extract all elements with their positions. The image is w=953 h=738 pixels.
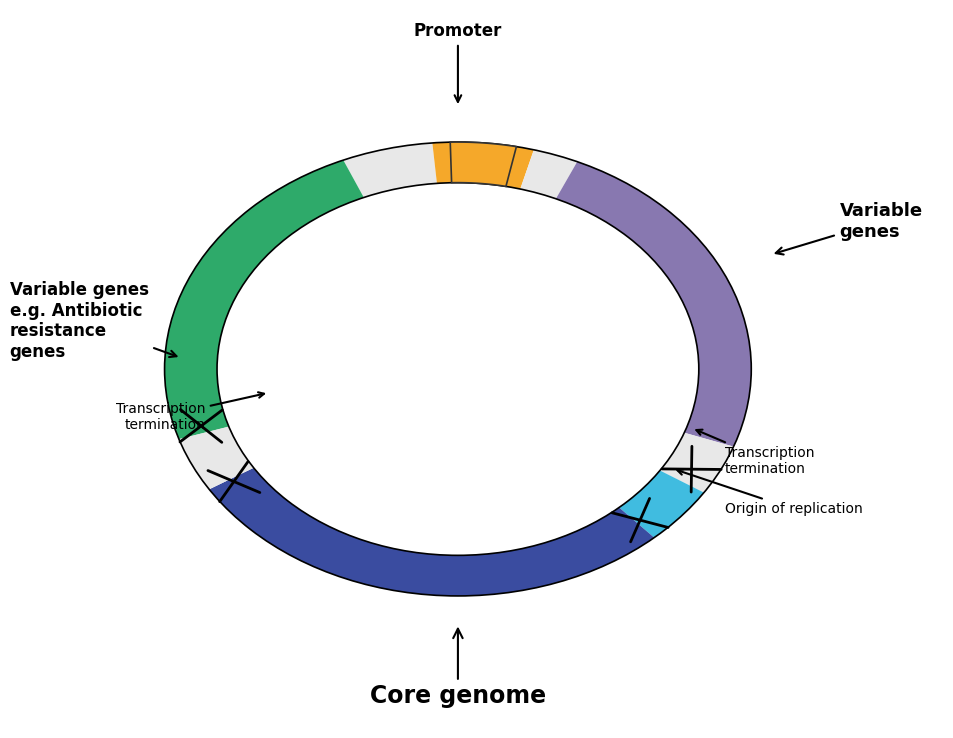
Wedge shape: [618, 471, 703, 538]
Text: Variable genes
e.g. Antibiotic
resistance
genes: Variable genes e.g. Antibiotic resistanc…: [10, 281, 176, 361]
Wedge shape: [179, 427, 253, 489]
Wedge shape: [177, 424, 253, 489]
Wedge shape: [432, 142, 534, 189]
Wedge shape: [165, 160, 363, 439]
Wedge shape: [343, 143, 436, 198]
Polygon shape: [450, 142, 516, 187]
Wedge shape: [659, 432, 733, 492]
Text: Transcription
termination: Transcription termination: [696, 430, 814, 476]
Wedge shape: [519, 150, 577, 199]
Wedge shape: [556, 162, 750, 446]
Text: Transcription
termination: Transcription termination: [115, 392, 264, 432]
Text: Promoter: Promoter: [414, 22, 501, 102]
Wedge shape: [209, 468, 654, 596]
Text: Variable
genes: Variable genes: [775, 202, 922, 255]
Text: Core genome: Core genome: [370, 629, 545, 708]
Text: Origin of replication: Origin of replication: [677, 469, 862, 516]
